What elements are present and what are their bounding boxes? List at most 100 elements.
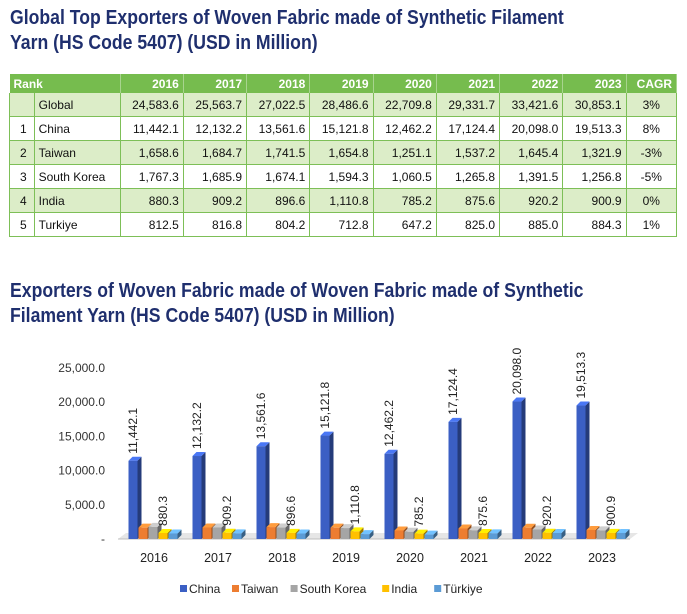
legend-swatch-t-rkiye [434,585,442,592]
bar-side [393,449,398,539]
bar-top [340,524,354,529]
value-cell: 1,321.9 [562,140,627,165]
exporters-table: Rank 2016 2017 2018 2019 2020 2021 2022 … [9,74,678,237]
bar-top [576,401,590,406]
value-cell: 884.3 [562,212,627,237]
bar-china-2020 [384,453,394,539]
value-cell: 19,513.3 [562,116,627,141]
bar-china-2017 [192,456,202,539]
value-cell: 896.6 [246,188,311,213]
value-cell: 11,442.1 [120,116,184,141]
bar-side [585,401,590,539]
data-label: 19,513.3 [574,351,588,398]
x-tick-label: 2018 [268,551,296,565]
bar-south-korea-2023 [596,530,606,539]
country-cell: South Korea [34,164,121,189]
bar-taiwan-2016 [138,527,148,539]
bar-top [458,524,472,529]
bar-china-2018 [256,446,266,539]
y-tick-label: 25,000.0 [58,361,105,375]
data-label: 12,132.2 [190,402,204,449]
bar-t-rkiye-2022 [552,532,562,539]
value-cell: 29,331.7 [436,93,501,117]
value-cell: 785.2 [373,188,437,213]
data-label: 880.3 [156,496,170,526]
bar-top [478,529,492,534]
table-row: 3 South Korea 1,767.3 1,685.9 1,674.1 1,594.3… [9,164,678,189]
bar-top [424,530,438,535]
bar-india-2022 [542,532,552,539]
value-cell: 27,022.5 [246,93,311,117]
chart-title-line2: Filament Yarn (HS Code 5407) (USD in Mil… [10,304,395,327]
bar-side [137,456,142,539]
bar-top [448,417,462,422]
data-label: 15,121.8 [318,382,332,429]
value-cell: 25,563.7 [183,93,248,117]
bar-top [552,528,566,533]
bar-india-2021 [478,533,488,539]
bar-t-rkiye-2017 [232,533,242,539]
bar-side [497,529,502,539]
value-cell: 33,421.6 [499,93,564,117]
header-rank: Rank [9,74,121,93]
country-cell: China [34,116,121,141]
bar-taiwan-2020 [394,530,404,539]
bar-top [168,529,182,534]
value-cell: 1,645.4 [499,140,564,165]
value-cell: 1,767.3 [120,164,184,189]
value-cell: 1,741.5 [246,140,311,165]
value-cell: 1,391.5 [499,164,564,189]
bar-top [296,529,310,534]
value-cell: 712.8 [309,212,374,237]
bar-top [512,397,526,402]
bar-side [329,431,334,539]
table-title-line1: Global Top Exporters of Woven Fabric mad… [10,6,564,29]
legend-swatch-india [382,585,390,592]
data-label: 920.2 [540,495,554,525]
country-cell: Taiwan [34,140,121,165]
cagr-cell: 3% [626,93,678,117]
value-cell: 13,561.6 [246,116,311,141]
bar-top [488,529,502,534]
legend-swatch-china [180,585,187,592]
data-label: 875.6 [476,496,490,526]
value-cell: 1,060.5 [373,164,437,189]
value-cell: 1,251.1 [373,140,437,165]
bar-t-rkiye-2019 [360,534,370,539]
bar-taiwan-2017 [202,527,212,539]
table-title-line2: Yarn (HS Code 5407) (USD in Million) [10,31,318,54]
country-cell: Global [34,93,121,117]
bar-top [330,523,344,528]
bar-top [256,442,270,447]
value-cell: 1,684.7 [183,140,248,165]
bar-china-2019 [320,435,330,539]
chart-title-line1: Exporters of Woven Fabric made of Woven … [10,279,584,302]
header-2018: 2018 [246,74,311,93]
bar-top [384,449,398,454]
bar-top [586,525,600,530]
bar-india-2018 [286,532,296,539]
bar-top [616,528,630,533]
value-cell: 875.6 [436,188,501,213]
rank-cell: 5 [9,212,35,237]
value-cell: 885.0 [499,212,564,237]
value-cell: 1,685.9 [183,164,248,189]
bar-taiwan-2022 [522,527,532,539]
rank-cell: 1 [9,116,35,141]
bar-top [414,529,428,534]
value-cell: 647.2 [373,212,437,237]
bar-top [532,525,546,530]
bar-top [286,528,300,533]
header-2019: 2019 [309,74,374,93]
bar-top [542,528,556,533]
bar-top [222,528,236,533]
bar-top [468,526,482,531]
value-cell: 1,654.8 [309,140,374,165]
table-row: 4 India 880.3 909.2 896.6 1,110.8 785.2 875.6 92… [9,188,678,213]
exporters-bar-chart: - 5,000.0 10,000.0 15,000.0 20,000.0 25,000.0… [58,347,638,596]
y-tick-label: 10,000.0 [58,464,105,478]
cagr-cell: -3% [626,140,678,165]
rank-cell: 3 [9,164,35,189]
bar-india-2020 [414,533,424,539]
bar-side [177,529,182,539]
